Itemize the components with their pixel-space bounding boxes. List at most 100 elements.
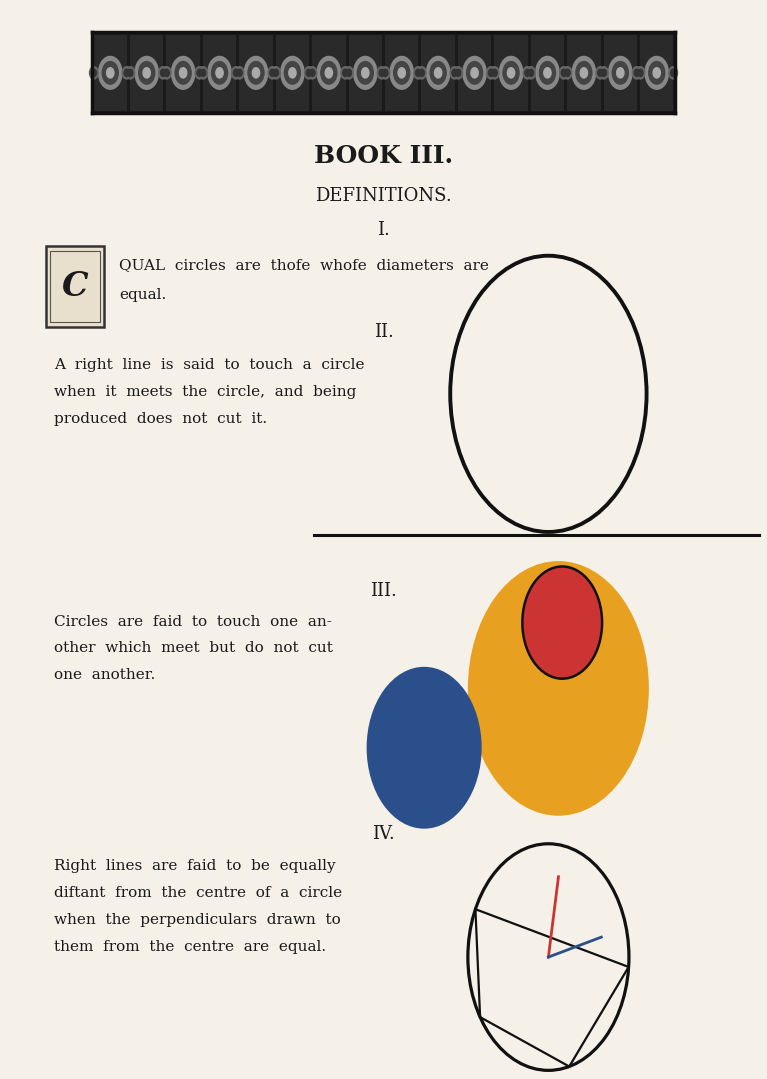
FancyBboxPatch shape [166,35,199,73]
FancyBboxPatch shape [531,35,565,73]
FancyBboxPatch shape [604,35,637,73]
Circle shape [632,67,641,79]
FancyBboxPatch shape [604,73,637,111]
Circle shape [612,62,628,84]
Circle shape [90,67,98,79]
Circle shape [179,68,187,78]
Circle shape [354,56,377,90]
Circle shape [597,69,603,77]
Circle shape [468,561,649,816]
Text: C: C [61,270,88,303]
Circle shape [653,68,660,78]
Circle shape [201,69,206,77]
FancyBboxPatch shape [166,73,199,111]
Circle shape [413,67,423,79]
Circle shape [172,56,195,90]
Circle shape [416,69,420,77]
Circle shape [304,67,313,79]
Circle shape [212,62,228,84]
FancyBboxPatch shape [202,35,236,73]
Text: IV.: IV. [372,825,395,843]
FancyBboxPatch shape [640,35,673,73]
Circle shape [128,69,133,77]
Text: when  it  meets  the  circle,  and  being: when it meets the circle, and being [54,385,356,398]
Circle shape [248,62,264,84]
FancyBboxPatch shape [494,35,528,73]
Text: A  right  line  is  said  to  touch  a  circle: A right line is said to touch a circle [54,358,364,371]
FancyBboxPatch shape [94,35,127,73]
Text: DEFINITIONS.: DEFINITIONS. [315,188,452,205]
Text: produced  does  not  cut  it.: produced does not cut it. [54,412,267,425]
Circle shape [135,56,158,90]
Circle shape [143,68,150,78]
Circle shape [508,68,515,78]
FancyBboxPatch shape [568,73,601,111]
Text: II.: II. [374,324,393,341]
Circle shape [609,56,632,90]
Circle shape [528,69,534,77]
Circle shape [347,69,351,77]
Circle shape [581,68,588,78]
Circle shape [252,68,259,78]
Circle shape [216,68,223,78]
Circle shape [463,56,486,90]
FancyBboxPatch shape [422,35,455,73]
Circle shape [91,69,97,77]
Circle shape [636,67,645,79]
Circle shape [377,67,386,79]
Circle shape [175,62,191,84]
Circle shape [544,68,551,78]
Circle shape [471,68,479,78]
Circle shape [523,67,532,79]
Circle shape [321,62,337,84]
Text: Right  lines  are  faid  to  be  equally: Right lines are faid to be equally [54,860,335,873]
Text: when  the  perpendiculars  drawn  to: when the perpendiculars drawn to [54,914,341,927]
FancyBboxPatch shape [202,73,236,111]
Text: diftant  from  the  centre  of  a  circle: diftant from the centre of a circle [54,887,342,900]
FancyBboxPatch shape [640,73,673,111]
Circle shape [669,67,677,79]
Circle shape [454,67,463,79]
Circle shape [195,67,204,79]
Circle shape [452,69,457,77]
FancyBboxPatch shape [385,35,419,73]
Circle shape [306,69,311,77]
Circle shape [325,68,333,78]
Circle shape [456,69,461,77]
Circle shape [450,67,459,79]
Circle shape [670,69,676,77]
Circle shape [163,67,171,79]
Text: other  which  meet  but  do  not  cut: other which meet but do not cut [54,642,333,655]
Circle shape [522,566,602,679]
Circle shape [245,56,268,90]
Circle shape [288,68,296,78]
Circle shape [561,69,566,77]
Circle shape [281,56,304,90]
Circle shape [341,67,350,79]
Circle shape [600,67,608,79]
Circle shape [499,56,522,90]
FancyBboxPatch shape [458,73,491,111]
Text: Circles  are  faid  to  touch  one  an-: Circles are faid to touch one an- [54,615,331,628]
Circle shape [503,62,519,84]
Circle shape [122,67,131,79]
FancyBboxPatch shape [130,73,163,111]
Circle shape [199,67,208,79]
FancyBboxPatch shape [422,73,455,111]
Circle shape [489,69,493,77]
Circle shape [285,62,301,84]
Circle shape [318,56,341,90]
Circle shape [381,67,390,79]
Circle shape [197,69,202,77]
Circle shape [308,67,317,79]
Circle shape [232,67,240,79]
Text: BOOK III.: BOOK III. [314,145,453,168]
Circle shape [649,62,665,84]
Circle shape [527,67,535,79]
Circle shape [536,56,559,90]
FancyBboxPatch shape [276,35,309,73]
Circle shape [362,68,369,78]
FancyBboxPatch shape [458,35,491,73]
Circle shape [383,69,388,77]
Circle shape [344,67,354,79]
